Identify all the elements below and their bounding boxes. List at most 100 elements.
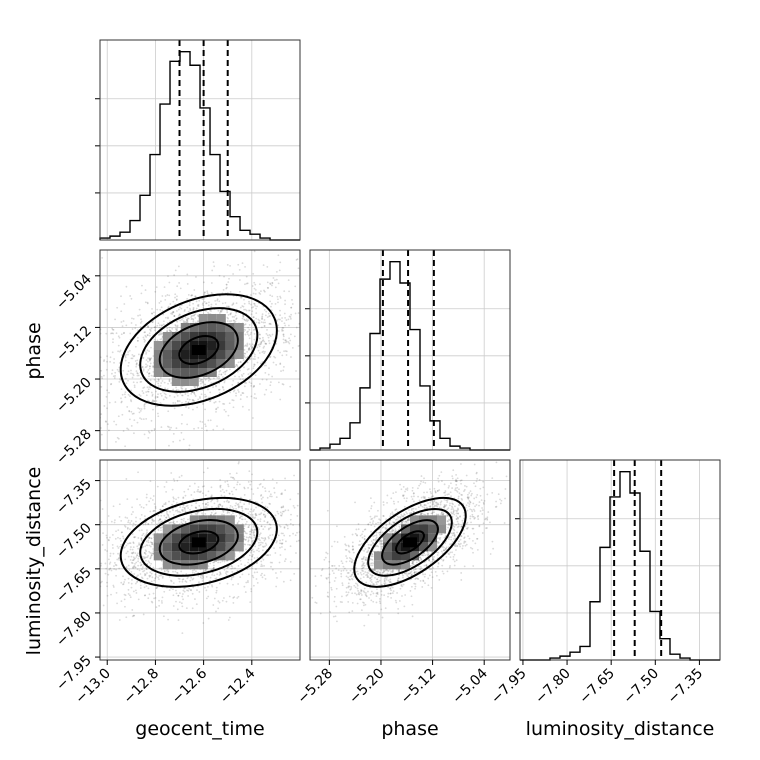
sample-point: [260, 340, 263, 343]
sample-point: [192, 399, 195, 401]
sample-point: [271, 375, 274, 378]
sample-point: [52, 373, 54, 375]
sample-point: [235, 502, 238, 505]
sample-point: [105, 421, 107, 423]
sample-point: [314, 512, 316, 514]
sample-point: [150, 555, 152, 558]
sample-point: [134, 566, 137, 569]
sample-point: [281, 328, 283, 331]
sample-point: [162, 398, 165, 401]
sample-point: [204, 384, 207, 386]
sample-point: [267, 287, 269, 289]
sample-point: [150, 541, 153, 544]
sample-point: [253, 281, 256, 284]
sample-point: [246, 343, 249, 346]
sample-point: [269, 495, 272, 498]
scatter-panel-geocent_time-phase: [52, 248, 306, 459]
sample-point: [249, 530, 252, 533]
sample-point: [401, 520, 404, 523]
sample-point: [118, 380, 121, 383]
sample-point: [259, 362, 262, 365]
sample-point: [239, 369, 241, 372]
sample-point: [144, 521, 147, 524]
sample-point: [115, 574, 117, 577]
sample-point: [243, 348, 246, 351]
sample-point: [134, 566, 136, 569]
sample-point: [257, 349, 260, 352]
sample-point: [225, 570, 228, 573]
sample-point: [138, 407, 141, 410]
sample-point: [177, 248, 179, 250]
sample-point: [243, 366, 245, 369]
sample-point: [124, 359, 127, 362]
sample-point: [114, 375, 117, 377]
sample-point: [191, 592, 194, 595]
sample-point: [166, 327, 169, 330]
sample-point: [262, 321, 265, 324]
sample-point: [461, 499, 464, 501]
sample-point: [478, 504, 480, 507]
sample-point: [162, 320, 165, 323]
sample-point: [255, 514, 257, 517]
sample-point: [136, 381, 139, 384]
sample-point: [319, 523, 321, 525]
sample-point: [131, 562, 134, 565]
sample-point: [248, 347, 250, 350]
sample-point: [196, 321, 199, 324]
sample-point: [178, 476, 181, 479]
sample-point: [179, 392, 182, 395]
sample-point: [151, 312, 153, 315]
sample-point: [289, 545, 292, 548]
sample-point: [223, 379, 226, 382]
sample-point: [163, 381, 166, 384]
sample-point: [172, 594, 175, 597]
sample-point: [394, 599, 397, 602]
sample-point: [142, 545, 144, 548]
sample-point: [123, 331, 125, 334]
sample-point: [261, 317, 264, 320]
panels: −13.0 −12.8 −12.6 −12.4 −5.28 −5.20 −5.12 −5.04…: [52, 39, 721, 707]
sample-point: [120, 295, 122, 298]
sample-point: [303, 354, 305, 356]
sample-point: [127, 588, 130, 591]
sample-point: [167, 515, 170, 518]
sample-point: [176, 457, 178, 459]
sample-point: [157, 528, 160, 531]
sample-point: [104, 420, 107, 423]
sample-point: [108, 568, 111, 571]
sample-point: [245, 309, 248, 312]
density-cell: [225, 551, 235, 561]
sample-point: [133, 536, 136, 539]
sample-point: [480, 499, 483, 502]
sample-point: [316, 539, 318, 541]
sample-point: [343, 567, 346, 570]
sample-point: [304, 297, 306, 299]
sample-point: [207, 565, 210, 568]
sample-point: [269, 503, 271, 505]
sample-point: [285, 319, 288, 321]
sample-point: [323, 507, 325, 509]
sample-point: [269, 283, 272, 286]
sample-point: [136, 554, 139, 557]
sample-point: [158, 332, 161, 334]
sample-point: [235, 311, 238, 314]
sample-point: [222, 428, 225, 431]
sample-point: [383, 570, 385, 573]
sample-point: [294, 312, 297, 315]
sample-point: [143, 556, 146, 559]
sample-point: [114, 563, 117, 566]
sample-point: [176, 509, 179, 512]
sample-point: [151, 519, 154, 522]
sample-point: [181, 414, 183, 416]
sample-point: [138, 543, 141, 546]
sample-point: [227, 565, 230, 568]
sample-point: [293, 335, 296, 338]
sample-point: [146, 349, 149, 352]
sample-point: [140, 538, 143, 541]
sample-point: [380, 569, 383, 571]
sample-point: [142, 369, 145, 372]
sample-point: [199, 490, 202, 493]
sample-point: [197, 305, 200, 308]
sample-point: [245, 520, 248, 523]
sample-point: [245, 581, 248, 584]
